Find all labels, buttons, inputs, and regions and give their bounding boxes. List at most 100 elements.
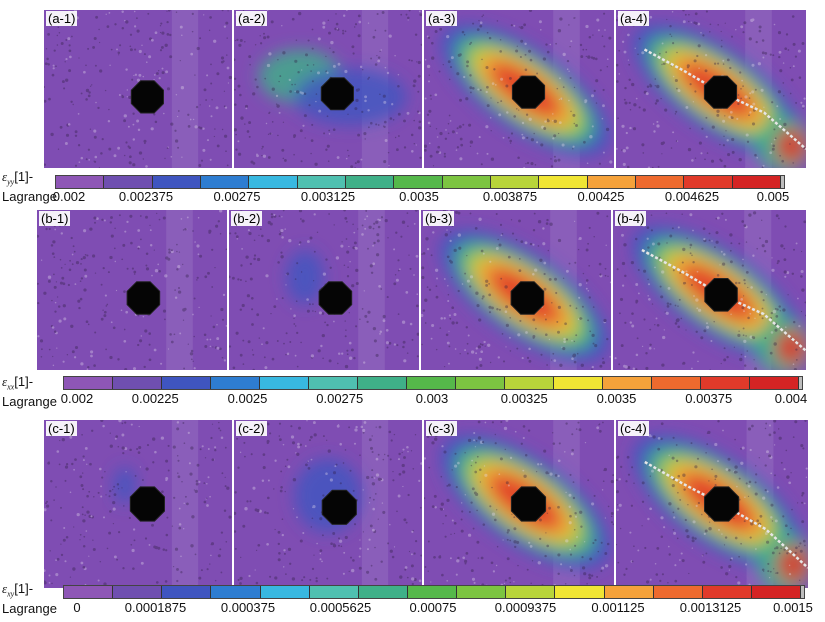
panel-a-4: (a-4) [616,10,806,168]
panel-label: (b-2) [231,211,263,226]
colorbar-tick-label: 0.00275 [316,391,364,406]
band [171,420,199,588]
colorbar-tick-label: 0.002375 [118,189,174,204]
colorbar-segment [505,377,554,389]
colorbar-end [801,586,805,598]
panel-b-3: (b-3) [421,210,611,370]
panel-label: (c-1) [46,421,77,436]
colorbar-segment [555,586,605,598]
panel-a-1: (a-1) [44,10,232,168]
speckle-pattern [614,211,806,370]
colorbar-segment [539,176,588,188]
colorbar-tick-label: 0.002 [60,391,94,406]
colorbar-segment [249,176,298,188]
colorbar-segment [506,586,556,598]
colorbar-tick-label: 0.00325 [500,391,548,406]
colorbar-segment [211,377,260,389]
colorbar-tick-label: 0.0035 [399,189,439,204]
colorbar-segment [56,176,105,188]
colorbar-segment [297,176,346,188]
colorbar-end [780,176,784,188]
strain-map-a-4 [616,10,806,168]
panel-c-3: (c-3) [424,420,614,588]
colorbar-title: εxy[1]- Lagrange [2,581,57,616]
strain-map-c-2 [234,420,422,588]
panel-c-2: (c-2) [234,420,422,588]
colorbar-segment [64,586,114,598]
colorbar-tick-label: 0.0035 [596,391,637,406]
colorbar-segment [604,586,654,598]
colorbar-segment [309,377,358,389]
colorbar-segment [652,377,701,389]
band [171,10,199,168]
colorbar-segment [260,586,310,598]
speckle-pattern [37,210,227,370]
colorbar-segment [162,377,211,389]
hole [510,486,547,522]
colorbar-tick-label: 0.001125 [591,600,645,615]
colorbar-tick-label: 0.002 [52,189,86,204]
row-b: (b-1) (b-2) (b-3) (b-4) εxx[1]- Lagrange… [0,210,825,410]
colorbar-segment [162,586,212,598]
panel-label: (c-4) [618,421,649,436]
colorbar-tick-label: 0.00075 [409,600,457,615]
panel-label: (c-3) [426,421,457,436]
colorbar-segment [587,176,636,188]
panel-b-4: (b-4) [613,210,806,370]
panel-label: (a-1) [46,11,78,26]
colorbar-segment [200,176,250,188]
band [166,210,193,370]
colorbar-segment [407,586,458,598]
colorbar-ticks-c: 0 0.0001875 0.000375 0.0005625 0.00075 0.0009… [63,600,813,616]
hole [130,80,164,114]
colorbar-tick-label: 0.0005625 [309,600,372,615]
hole [511,75,546,109]
colorbar-tick-label: 0.003125 [300,189,356,204]
colorbar-tick-label: 0 [73,600,81,615]
colorbar-segment [394,176,443,188]
colorbar-title: εyy[1]- Lagrange [2,169,57,204]
panel-b-2: (b-2) [229,210,419,370]
colorbar-c [63,585,805,599]
hole [704,278,738,312]
colorbar-segment [345,176,395,188]
colorbar-segment [113,377,162,389]
panel-label: (a-2) [236,11,268,26]
hole [704,486,740,522]
colorbar-segment [732,176,781,188]
strain-map-c-4 [616,420,808,588]
panel-c-4: (c-4) [616,420,808,588]
colorbar-tick-label: 0.00275 [213,189,261,204]
hole [126,281,161,315]
strain-map-a-3 [424,10,614,168]
colorbar-segment [701,377,750,389]
colorbar-segment [407,377,456,389]
colorbar-segment [358,377,407,389]
strain-field [113,467,137,504]
speckle-pattern [229,210,419,370]
strain-map-b-1 [37,210,227,370]
colorbar-title: εxx[1]- Lagrange [2,374,57,409]
colorbar-tick-label: 0.00425 [577,189,625,204]
row-c: (c-1) (c-2) (c-3) (c-4) εxy[1]- Lagrange… [0,410,825,622]
colorbar-b [63,376,803,390]
colorbar-tick-label: 0.000375 [220,600,276,615]
colorbar-segment [554,377,603,389]
strain-map-a-1 [44,10,232,168]
panel-a-3: (a-3) [424,10,614,168]
colorbar-tick-label: 0.003 [415,391,449,406]
colorbar-tick-label: 0.00225 [131,391,179,406]
colorbar-segment [751,586,802,598]
colorbar-segment [309,586,359,598]
colorbar-ticks-b: 0.002 0.00225 0.0025 0.00275 0.003 0.00325 0.0… [60,391,808,407]
colorbar-segment [113,586,163,598]
colorbar-segment [104,176,153,188]
colorbar-tick-label: 0.0009375 [494,600,557,615]
strain-field [286,250,324,305]
hole [320,77,354,111]
hole [129,486,165,522]
colorbar-tick-label: 0.004 [774,391,808,406]
colorbar-segment [653,586,703,598]
colorbar-segment [684,176,733,188]
colorbar-tick-label: 0.0013125 [679,600,742,615]
